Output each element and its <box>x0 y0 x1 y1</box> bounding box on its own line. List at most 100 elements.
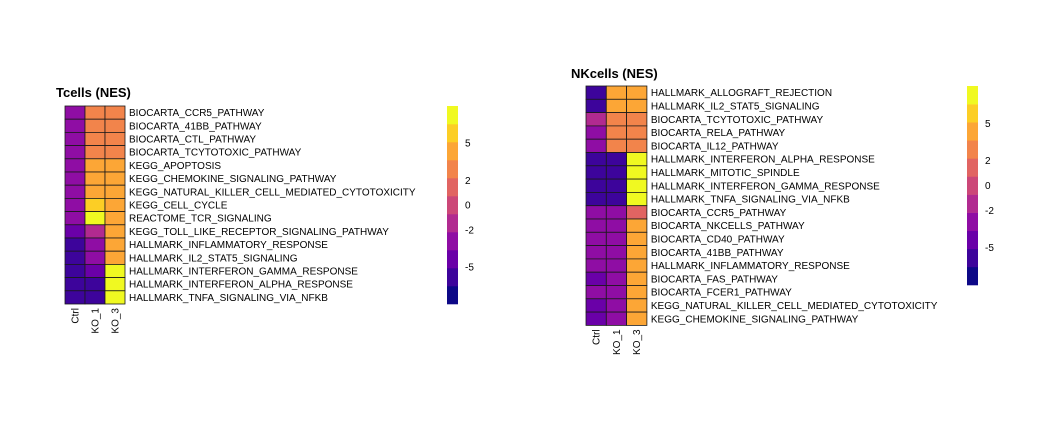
tcells-cell-r3-c3 <box>104 131 126 146</box>
tcells-legend-swatch <box>447 286 458 305</box>
tcells-row-label: HALLMARK_INTERFERON_GAMMA_RESPONSE <box>129 267 358 278</box>
tcells-cell-r5-c1 <box>64 158 86 173</box>
nkcells-column-label: KO_3 <box>632 329 643 355</box>
tcells-row-label: REACTOME_TCR_SIGNALING <box>129 214 272 225</box>
tcells-cell-r8-c1 <box>64 197 86 212</box>
tcells-legend-swatch <box>447 250 458 269</box>
nkcells-legend-swatch <box>967 104 978 123</box>
nkcells-cell-r6-c1 <box>585 152 607 167</box>
nkcells-cell-r2-c2 <box>605 98 627 114</box>
nkcells-legend-swatch <box>967 248 978 268</box>
tcells-legend-tick-label: 0 <box>465 201 471 212</box>
tcells-row-label: BIOCARTA_CTL_PATHWAY <box>129 135 256 146</box>
nkcells-heatmap-panel: NKcells (NES) HALLMARK_ALLOGRAFT_REJECTI… <box>571 66 994 355</box>
nkcells-cell-r13-c2 <box>605 245 627 260</box>
nkcells-legend-swatch <box>967 194 978 213</box>
tcells-cell-r14-c3 <box>104 277 126 292</box>
tcells-cell-r2-c2 <box>84 118 106 133</box>
tcells-cell-r15-c3 <box>104 290 126 305</box>
nkcells-cell-r14-c1 <box>585 258 607 273</box>
nkcells-cell-r8-c3 <box>626 178 648 193</box>
nkcells-cell-r3-c2 <box>605 112 627 127</box>
nkcells-legend-tick-label: 2 <box>985 156 991 167</box>
tcells-cell-r10-c3 <box>104 224 126 239</box>
tcells-cell-r1-c2 <box>84 105 106 120</box>
tcells-cell-r13-c3 <box>104 263 126 278</box>
tcells-row-label: HALLMARK_INFLAMMATORY_RESPONSE <box>129 240 328 251</box>
tcells-legend-tick-label: 5 <box>465 139 471 150</box>
nkcells-row-label: HALLMARK_ALLOGRAFT_REJECTION <box>651 88 832 99</box>
tcells-row-label: KEGG_APOPTOSIS <box>129 161 221 172</box>
tcells-cell-r2-c3 <box>104 118 126 133</box>
tcells-legend-tick-label: -5 <box>465 262 474 273</box>
nkcells-cell-r8-c2 <box>605 178 627 193</box>
nkcells-cell-r10-c3 <box>626 205 648 220</box>
tcells-legend-tick-label: 2 <box>465 176 471 187</box>
nkcells-row-label: KEGG_CHEMOKINE_SIGNALING_PATHWAY <box>651 314 859 325</box>
tcells-legend: -5 -2 0 2 5 <box>447 106 474 305</box>
tcells-cell-r2-c1 <box>64 118 86 133</box>
tcells-row-label: BIOCARTA_TCYTOTOXIC_PATHWAY <box>129 148 302 159</box>
tcells-row-label: HALLMARK_TNFA_SIGNALING_VIA_NFKB <box>129 293 328 304</box>
nkcells-cell-r17-c3 <box>626 298 648 313</box>
tcells-column-labels: Ctrl KO_1 KO_3 <box>71 308 122 334</box>
tcells-column-label: Ctrl <box>71 308 82 324</box>
tcells-cell-r8-c3 <box>104 197 126 212</box>
tcells-cell-r7-c3 <box>104 184 126 199</box>
tcells-legend-swatch <box>447 214 458 233</box>
tcells-cell-r15-c1 <box>64 290 86 305</box>
nkcells-legend-swatch <box>967 230 978 250</box>
tcells-cell-r11-c2 <box>84 237 106 252</box>
nkcells-title: NKcells (NES) <box>571 66 658 81</box>
tcells-row-label: KEGG_TOLL_LIKE_RECEPTOR_SIGNALING_PATHWA… <box>129 227 389 238</box>
nkcells-cell-r9-c3 <box>626 191 648 207</box>
nkcells-legend-swatch <box>967 266 978 286</box>
tcells-cell-r14-c2 <box>84 277 106 292</box>
tcells-cells <box>64 105 126 305</box>
nkcells-legend-tick-label: -2 <box>985 206 994 217</box>
tcells-cell-r6-c1 <box>64 171 86 186</box>
nkcells-legend-swatch <box>967 122 978 141</box>
nkcells-legend-swatch <box>967 86 978 105</box>
nkcells-row-label: BIOCARTA_CD40_PATHWAY <box>651 234 785 245</box>
tcells-cell-r8-c2 <box>84 197 106 212</box>
tcells-legend-swatch <box>447 124 458 143</box>
nkcells-cell-r16-c2 <box>605 285 627 300</box>
tcells-title: Tcells (NES) <box>56 85 131 100</box>
nkcells-legend: -5 -2 0 2 5 <box>967 86 994 286</box>
tcells-cell-r11-c1 <box>64 237 86 252</box>
tcells-row-label: KEGG_NATURAL_KILLER_CELL_MEDIATED_CYTOTO… <box>129 187 416 198</box>
nkcells-cell-r15-c2 <box>605 271 627 286</box>
nkcells-row-label: BIOCARTA_CCR5_PATHWAY <box>651 208 787 219</box>
tcells-cell-r10-c2 <box>84 224 106 239</box>
nkcells-row-label: HALLMARK_INTERFERON_GAMMA_RESPONSE <box>651 181 880 192</box>
tcells-row-label: BIOCARTA_CCR5_PATHWAY <box>129 108 265 119</box>
tcells-row-label: KEGG_CELL_CYCLE <box>129 201 228 212</box>
nkcells-cell-r5-c3 <box>626 138 648 153</box>
tcells-cell-r1-c3 <box>104 105 126 120</box>
nkcells-cell-r6-c2 <box>605 152 627 167</box>
nkcells-row-label: BIOCARTA_TCYTOTOXIC_PATHWAY <box>651 115 824 126</box>
nkcells-cell-r12-c2 <box>605 231 627 247</box>
nkcells-row-labels: HALLMARK_ALLOGRAFT_REJECTION HALLMARK_IL2… <box>651 88 938 325</box>
tcells-legend-swatch <box>447 232 458 251</box>
nkcells-cell-r9-c1 <box>585 191 607 207</box>
nkcells-row-label: BIOCARTA_IL12_PATHWAY <box>651 141 779 152</box>
tcells-cell-r10-c1 <box>64 224 86 239</box>
nkcells-cell-r15-c1 <box>585 271 607 286</box>
nkcells-cell-r1-c2 <box>605 85 627 100</box>
tcells-cell-r13-c2 <box>84 263 106 278</box>
tcells-legend-tick-label: -2 <box>465 225 474 236</box>
tcells-cell-r14-c1 <box>64 277 86 292</box>
tcells-cell-r4-c3 <box>104 145 126 160</box>
nkcells-row-label: HALLMARK_MITOTIC_SPINDLE <box>651 168 800 179</box>
nkcells-row-label: HALLMARK_INFLAMMATORY_RESPONSE <box>651 261 850 272</box>
tcells-row-label: HALLMARK_INTERFERON_ALPHA_RESPONSE <box>129 280 353 291</box>
nkcells-cell-r14-c3 <box>626 258 648 273</box>
nkcells-column-labels: Ctrl KO_1 KO_3 <box>592 329 644 355</box>
nkcells-cell-r15-c3 <box>626 271 648 286</box>
tcells-cell-r12-c1 <box>64 250 86 265</box>
nkcells-cell-r14-c2 <box>605 258 627 273</box>
nkcells-cell-r4-c1 <box>585 125 607 140</box>
